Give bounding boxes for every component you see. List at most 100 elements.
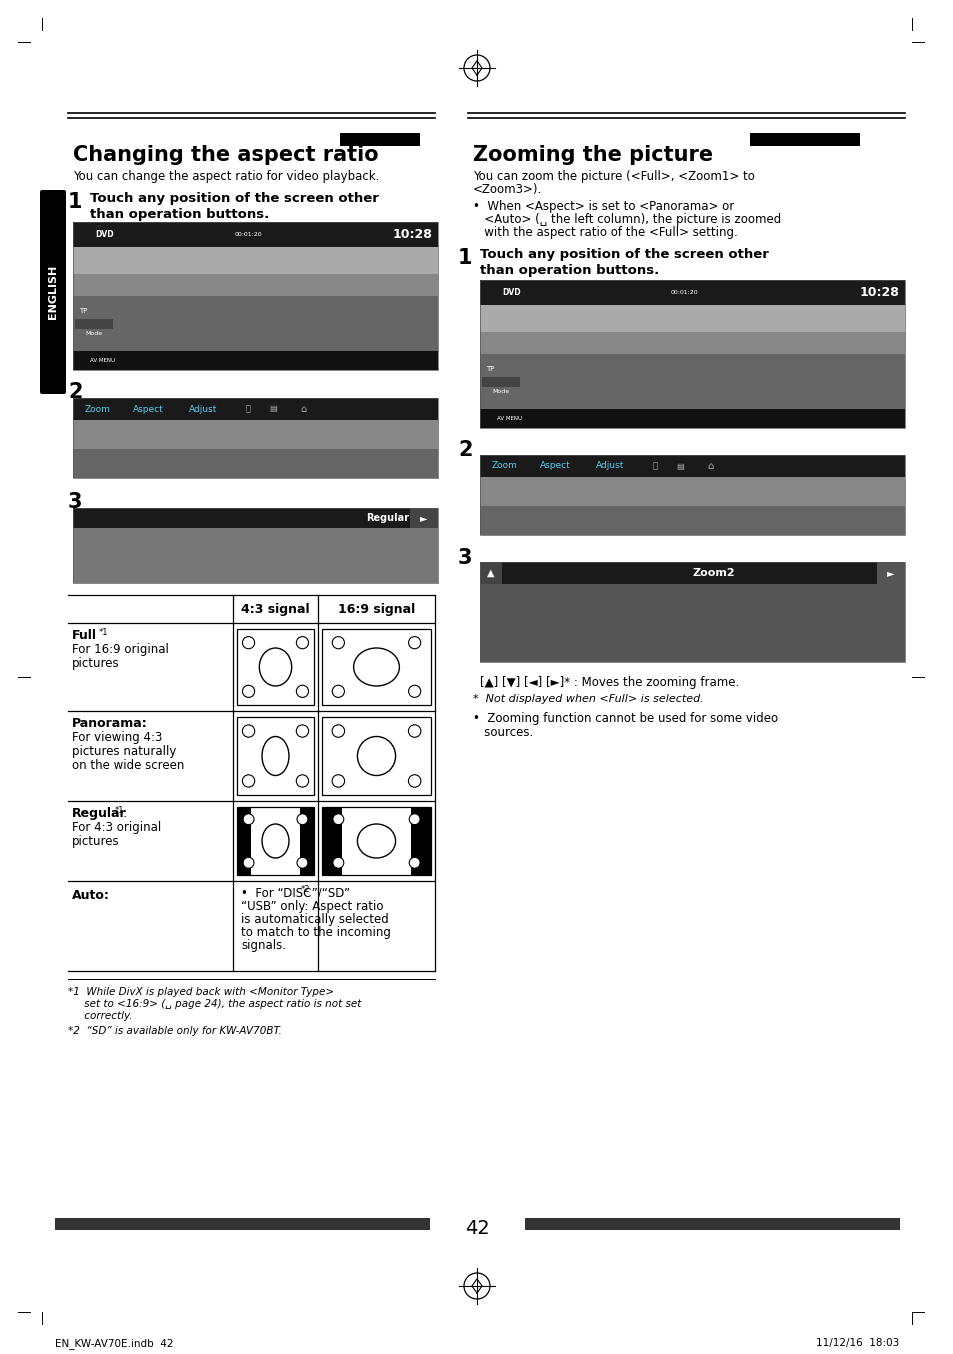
- Text: 42: 42: [464, 1219, 489, 1238]
- Bar: [73, 420, 437, 478]
- Bar: [73, 450, 437, 478]
- Text: <Auto> (␣ the left column), the picture is zoomed: <Auto> (␣ the left column), the picture …: [473, 213, 781, 226]
- Text: pictures: pictures: [71, 835, 119, 848]
- Text: TP: TP: [485, 366, 494, 372]
- Text: Regular: Regular: [366, 513, 409, 523]
- Text: For 4:3 original: For 4:3 original: [71, 821, 161, 834]
- Bar: [479, 280, 904, 428]
- Text: •  For “DISC”/“SD”: • For “DISC”/“SD”: [241, 887, 350, 900]
- Text: :: :: [123, 807, 127, 821]
- Text: ►: ►: [420, 513, 427, 523]
- Text: pictures naturally: pictures naturally: [71, 745, 176, 758]
- Text: ⌂: ⌂: [299, 403, 306, 414]
- Bar: [73, 222, 437, 370]
- Text: *  Not displayed when <Full> is selected.: * Not displayed when <Full> is selected.: [473, 695, 703, 704]
- Bar: [73, 398, 437, 478]
- Text: Zoom: Zoom: [492, 462, 517, 470]
- Text: to match to the incoming: to match to the incoming: [241, 926, 391, 940]
- Bar: [479, 562, 904, 584]
- Text: Touch any position of the screen other: Touch any position of the screen other: [479, 248, 768, 261]
- Circle shape: [242, 685, 254, 697]
- Circle shape: [409, 814, 419, 825]
- Bar: [73, 398, 437, 420]
- Bar: [479, 455, 904, 477]
- Text: Zoom2: Zoom2: [692, 567, 735, 578]
- Text: Mode: Mode: [492, 389, 509, 394]
- Text: You can zoom the picture (<Full>, <Zoom1> to: You can zoom the picture (<Full>, <Zoom1…: [473, 171, 754, 183]
- Text: sources.: sources.: [473, 726, 533, 739]
- Bar: [73, 508, 437, 584]
- Text: *2  “SD” is available only for KW-AV70BT.: *2 “SD” is available only for KW-AV70BT.: [68, 1026, 281, 1036]
- Circle shape: [242, 636, 254, 649]
- Text: ⌂: ⌂: [706, 460, 713, 471]
- Bar: [73, 351, 437, 370]
- Circle shape: [296, 814, 308, 825]
- Bar: [73, 222, 437, 274]
- Bar: [479, 455, 904, 535]
- Circle shape: [408, 636, 420, 649]
- Text: Regular: Regular: [71, 807, 127, 821]
- Bar: [73, 297, 437, 370]
- Circle shape: [408, 685, 420, 697]
- Bar: [322, 807, 431, 875]
- Text: *1: *1: [115, 806, 125, 815]
- Text: *1: *1: [99, 628, 109, 636]
- Text: [▲] [▼] [◄] [►]* : Moves the zooming frame.: [▲] [▼] [◄] [►]* : Moves the zooming fra…: [479, 676, 739, 689]
- Circle shape: [243, 814, 253, 825]
- Text: signals.: signals.: [241, 940, 286, 952]
- Ellipse shape: [259, 649, 292, 686]
- Text: with the aspect ratio of the <Full> setting.: with the aspect ratio of the <Full> sett…: [473, 226, 737, 240]
- Bar: [481, 376, 519, 386]
- Bar: [322, 630, 431, 705]
- Text: 4:3 signal: 4:3 signal: [241, 603, 310, 616]
- Text: ▤: ▤: [269, 405, 276, 413]
- Text: EN_KW-AV70E.indb  42: EN_KW-AV70E.indb 42: [55, 1338, 173, 1349]
- Text: 00:01:20: 00:01:20: [234, 232, 262, 237]
- Circle shape: [333, 857, 343, 868]
- Bar: [236, 807, 251, 875]
- Text: 3: 3: [457, 548, 472, 567]
- Bar: [73, 222, 437, 248]
- Text: set to <16:9> (␣ page 24), the aspect ratio is not set: set to <16:9> (␣ page 24), the aspect ra…: [68, 999, 361, 1009]
- Bar: [339, 133, 419, 146]
- Text: You can change the aspect ratio for video playback.: You can change the aspect ratio for vide…: [73, 171, 379, 183]
- Text: than operation buttons.: than operation buttons.: [479, 264, 659, 278]
- Bar: [73, 222, 437, 370]
- Circle shape: [296, 857, 308, 868]
- Bar: [75, 318, 112, 329]
- Bar: [479, 562, 501, 584]
- Text: ▤: ▤: [676, 462, 683, 470]
- Bar: [479, 409, 904, 428]
- Text: Aspect: Aspect: [539, 462, 570, 470]
- Text: *1  While DivX is played back with <Monitor Type>: *1 While DivX is played back with <Monit…: [68, 987, 334, 997]
- Text: 00:01:20: 00:01:20: [670, 290, 697, 295]
- Text: <Zoom3>).: <Zoom3>).: [473, 183, 541, 196]
- Text: For 16:9 original: For 16:9 original: [71, 643, 169, 655]
- Text: 3: 3: [68, 492, 82, 512]
- Bar: [524, 1219, 899, 1229]
- Circle shape: [296, 774, 308, 787]
- Bar: [749, 133, 859, 146]
- Text: 11/12/16  18:03: 11/12/16 18:03: [815, 1338, 898, 1349]
- Circle shape: [408, 774, 420, 787]
- Text: Zoom: Zoom: [85, 405, 111, 413]
- Text: TP: TP: [79, 307, 88, 314]
- Text: Adjust: Adjust: [596, 462, 623, 470]
- FancyBboxPatch shape: [40, 190, 66, 394]
- Text: AV MENU: AV MENU: [497, 416, 522, 421]
- Text: AV MENU: AV MENU: [91, 357, 115, 363]
- Text: For viewing 4:3: For viewing 4:3: [71, 731, 162, 743]
- Ellipse shape: [357, 737, 395, 776]
- Circle shape: [296, 724, 308, 737]
- Bar: [236, 718, 314, 795]
- Bar: [73, 508, 437, 528]
- Text: Touch any position of the screen other: Touch any position of the screen other: [90, 192, 378, 204]
- Bar: [55, 1219, 430, 1229]
- Bar: [479, 280, 904, 305]
- Circle shape: [243, 857, 253, 868]
- Bar: [479, 506, 904, 535]
- Circle shape: [333, 814, 343, 825]
- Circle shape: [296, 685, 308, 697]
- Bar: [876, 562, 904, 584]
- Text: Zooming the picture: Zooming the picture: [473, 145, 713, 165]
